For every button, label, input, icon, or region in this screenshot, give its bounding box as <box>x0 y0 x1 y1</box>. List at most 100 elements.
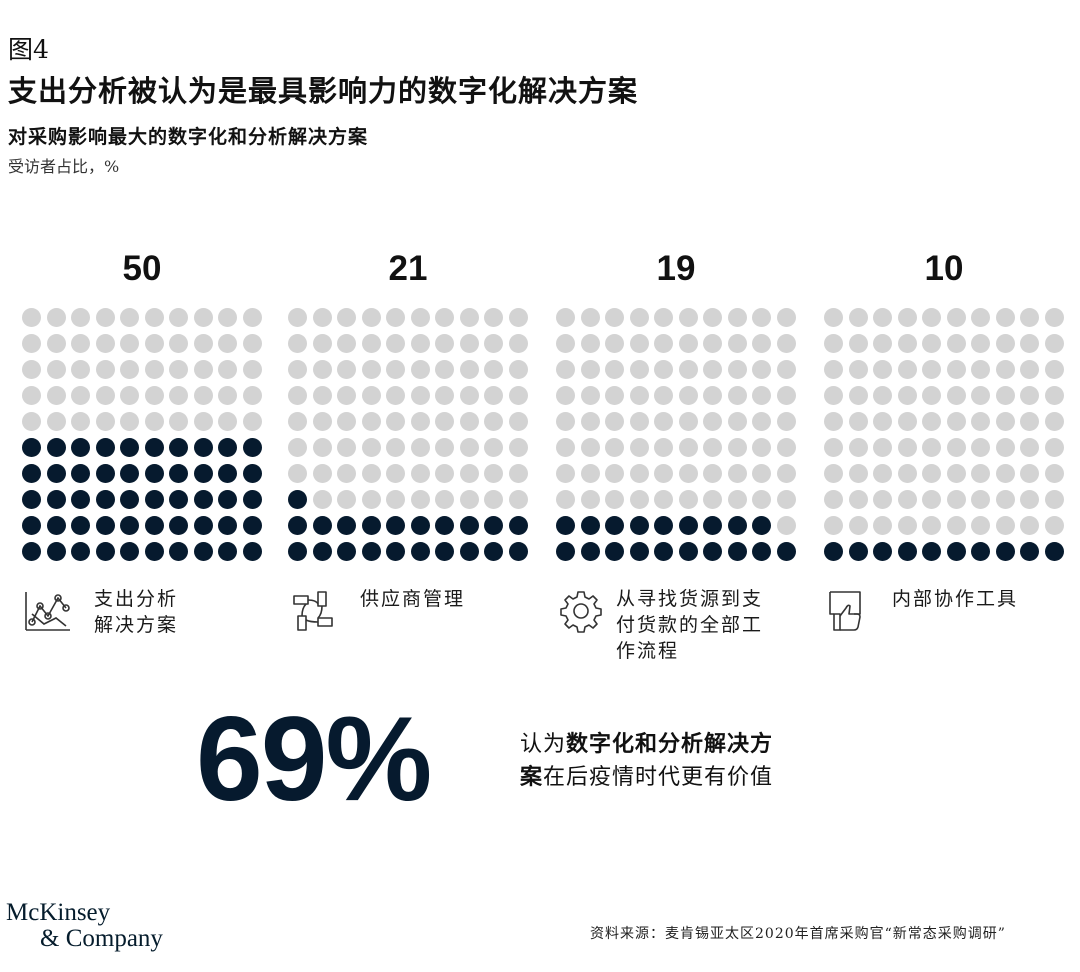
waffle-dot-empty <box>580 386 600 405</box>
waffle-dot-filled <box>484 516 503 535</box>
waffle-dot-filled <box>922 542 941 561</box>
waffle-dot-empty <box>435 412 454 431</box>
waffle-dot-filled <box>120 490 139 509</box>
waffle-dot-filled <box>46 542 66 561</box>
waffle-dot-empty <box>946 438 966 457</box>
waffle-dot-empty <box>508 360 528 379</box>
waffle-dot-filled <box>556 516 575 535</box>
waffle-dot-empty <box>678 334 698 353</box>
waffle-dot-empty <box>508 308 528 327</box>
waffle-dot-empty <box>946 464 966 483</box>
waffle-dot-empty <box>386 334 405 353</box>
waffle-dot-filled <box>946 542 966 561</box>
waffle-dot-empty <box>897 438 917 457</box>
waffle-dot-empty <box>459 438 479 457</box>
waffle-dot-empty <box>727 438 747 457</box>
waffle-dot-empty <box>120 386 139 405</box>
waffle-dot-empty <box>848 464 868 483</box>
waffle-dot-empty <box>459 308 479 327</box>
waffle-dot-empty <box>410 412 430 431</box>
waffle-dot-empty <box>848 412 868 431</box>
waffle-dot-empty <box>288 464 307 483</box>
waffle-dot-empty <box>288 386 307 405</box>
waffle-dot-empty <box>824 386 843 405</box>
waffle-dot-empty <box>435 308 454 327</box>
waffle-dot-empty <box>361 334 381 353</box>
waffle-dot-empty <box>873 308 892 327</box>
waffle-dot-empty <box>580 438 600 457</box>
waffle-dot-empty <box>629 386 649 405</box>
waffle-dot-filled <box>312 516 332 535</box>
waffle-dot-empty <box>484 360 503 379</box>
waffle-dot-empty <box>946 308 966 327</box>
waffle-dot-empty <box>556 386 575 405</box>
waffle-dot-filled <box>95 490 115 509</box>
mckinsey-logo: McKinsey & Company <box>6 899 163 952</box>
waffle-dot-empty <box>727 308 747 327</box>
waffle-dot-empty <box>193 360 213 379</box>
waffle-dot-empty <box>1020 386 1039 405</box>
waffle-dot-empty <box>144 386 164 405</box>
waffle-dot-empty <box>1020 334 1039 353</box>
waffle-dot-empty <box>629 438 649 457</box>
waffle-dot-empty <box>46 386 66 405</box>
waffle-dot-empty <box>218 360 237 379</box>
waffle-dot-filled <box>678 516 698 535</box>
waffle-dot-empty <box>410 334 430 353</box>
waffle-dot-empty <box>242 386 262 405</box>
waffle-dot-empty <box>824 464 843 483</box>
waffle-dot-empty <box>873 516 892 535</box>
waffle-dot-empty <box>654 308 673 327</box>
waffle-dot-filled <box>71 464 90 483</box>
waffle-dot-empty <box>459 412 479 431</box>
waffle-dot-empty <box>361 412 381 431</box>
waffle-dot-empty <box>46 334 66 353</box>
waffle-dot-filled <box>120 516 139 535</box>
waffle-dot-empty <box>312 464 332 483</box>
waffle-dot-empty <box>193 334 213 353</box>
waffle-dot-empty <box>337 464 356 483</box>
waffle-dot-empty <box>169 308 188 327</box>
waffle-dot-empty <box>703 334 722 353</box>
data-label: 50 <box>122 249 162 288</box>
waffle-dot-empty <box>46 360 66 379</box>
waffle-dot-empty <box>897 490 917 509</box>
gear-icon <box>560 591 602 633</box>
waffle-dot-empty <box>22 308 41 327</box>
category-label: 从寻找货源到支 付货款的全部工 作流程 <box>616 588 764 662</box>
waffle-dot-empty <box>193 386 213 405</box>
waffle-dot-empty <box>484 386 503 405</box>
waffle-dot-empty <box>776 308 796 327</box>
waffle-dot-empty <box>752 438 771 457</box>
waffle-dot-empty <box>337 412 356 431</box>
waffle-dot-filled <box>824 542 843 561</box>
waffle-dot-empty <box>1044 308 1064 327</box>
waffle-dot-empty <box>897 308 917 327</box>
waffle-dot-empty <box>556 308 575 327</box>
waffle-dot-empty <box>824 412 843 431</box>
waffle-dot-empty <box>776 516 796 535</box>
waffle-dot-empty <box>629 490 649 509</box>
waffle-dot-filled <box>605 542 624 561</box>
waffle-dot-empty <box>946 334 966 353</box>
waffle-dot-empty <box>459 490 479 509</box>
waffle-dot-empty <box>922 386 941 405</box>
waffle-dot-empty <box>144 308 164 327</box>
waffle-dot-empty <box>995 308 1015 327</box>
waffle-dot-empty <box>169 334 188 353</box>
category-label: 支出分析 解决方案 <box>94 588 179 636</box>
waffle-dot-empty <box>288 412 307 431</box>
waffle-dot-empty <box>971 516 990 535</box>
waffle-dot-empty <box>752 464 771 483</box>
waffle-dot-empty <box>169 412 188 431</box>
waffle-dot-empty <box>410 308 430 327</box>
waffle-dot-filled <box>995 542 1015 561</box>
waffle-dot-filled <box>95 438 115 457</box>
waffle-dot-filled <box>556 542 575 561</box>
waffle-dot-empty <box>144 334 164 353</box>
waffle-dot-empty <box>776 334 796 353</box>
waffle-grid <box>288 308 534 568</box>
waffle-dot-empty <box>71 360 90 379</box>
waffle-dot-empty <box>776 464 796 483</box>
waffle-dot-filled <box>848 542 868 561</box>
